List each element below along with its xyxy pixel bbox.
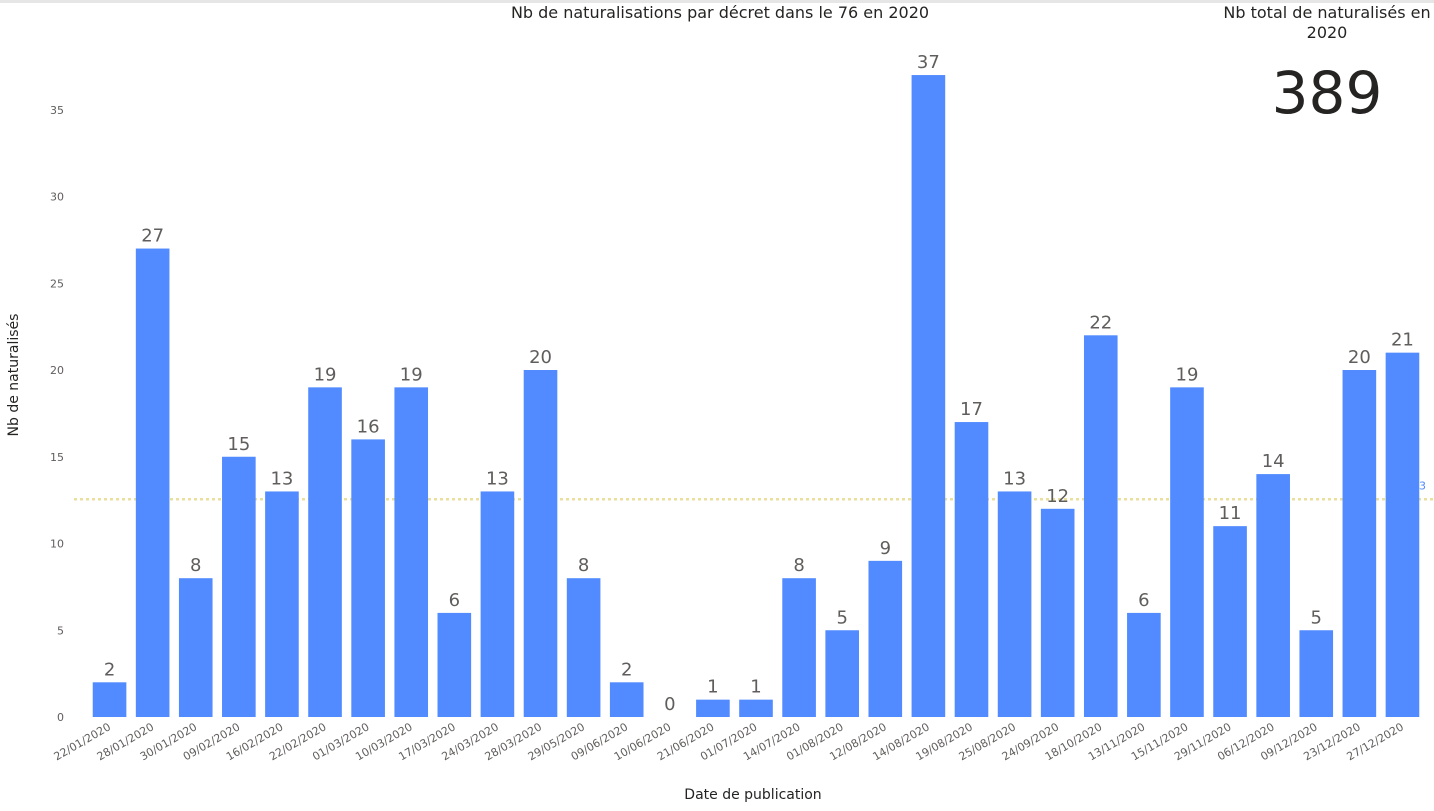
bar [696, 699, 730, 717]
data-label: 19 [314, 364, 337, 385]
data-label: 1 [707, 677, 718, 698]
data-label: 19 [1176, 364, 1199, 385]
y-tick-label: 10 [50, 538, 64, 551]
data-label: 20 [1348, 347, 1371, 368]
bar [1170, 387, 1204, 717]
data-label: 27 [141, 226, 164, 247]
bar [825, 630, 860, 717]
y-tick-label: 5 [57, 624, 64, 637]
data-label: 8 [578, 555, 589, 576]
data-label: 12 [1046, 486, 1069, 507]
bar [1083, 335, 1118, 717]
bar [480, 491, 515, 717]
bar [997, 491, 1032, 717]
bar [911, 75, 946, 718]
bar [868, 560, 903, 717]
data-label: 1 [750, 677, 761, 698]
bar [954, 422, 989, 717]
bar [437, 612, 472, 717]
bar [351, 439, 385, 717]
data-label: 6 [449, 590, 460, 611]
data-label: 21 [1391, 330, 1414, 351]
bar [1127, 612, 1161, 717]
chart-title: Nb de naturalisations par décret dans le… [510, 3, 930, 22]
bar [1040, 508, 1075, 717]
data-label: 9 [880, 538, 891, 559]
bar [1299, 630, 1334, 717]
data-label: 37 [917, 52, 940, 73]
x-axis-label: Date de publication [684, 787, 822, 803]
data-label: 13 [486, 468, 509, 489]
data-label: 20 [529, 347, 552, 368]
y-tick-label: 15 [50, 451, 64, 464]
bar [222, 456, 256, 717]
bar [92, 682, 127, 717]
data-label: 16 [357, 416, 380, 437]
y-tick-label: 20 [50, 364, 64, 377]
bar [609, 682, 644, 717]
bar [308, 387, 342, 717]
bar [394, 387, 429, 717]
data-label: 13 [1003, 468, 1026, 489]
data-label: 14 [1262, 451, 1285, 472]
data-label: 19 [400, 364, 423, 385]
top-rule [0, 0, 1434, 3]
kpi-caption: Nb total de naturalisés en 2020 [1223, 3, 1431, 42]
bar [135, 248, 170, 718]
bar [1342, 370, 1377, 717]
bar [178, 578, 213, 717]
data-label: 0 [664, 694, 675, 715]
data-label: 6 [1138, 590, 1149, 611]
data-label: 2 [621, 659, 632, 680]
bar [782, 578, 816, 717]
bar [566, 578, 601, 717]
kpi-value: 389 [1271, 59, 1383, 127]
bar [523, 370, 558, 717]
data-label: 5 [836, 607, 847, 628]
data-label: 17 [960, 399, 983, 420]
y-tick-label: 35 [50, 104, 64, 117]
y-tick-label: 0 [57, 711, 64, 724]
data-label: 8 [793, 555, 804, 576]
data-label: 11 [1219, 503, 1242, 524]
data-label: 22 [1089, 312, 1112, 333]
data-label: 8 [190, 555, 201, 576]
data-label: 2 [104, 659, 115, 680]
data-label: 5 [1311, 607, 1322, 628]
y-axis-label: Nb de naturalisés [6, 313, 22, 437]
bar [1256, 474, 1290, 717]
y-tick-label: 30 [50, 191, 64, 204]
bar [265, 491, 299, 717]
data-label: 15 [227, 434, 250, 455]
bar [1213, 526, 1247, 717]
data-label: 13 [270, 468, 293, 489]
y-tick-label: 25 [50, 277, 64, 290]
bar [1385, 352, 1420, 717]
bar [739, 699, 773, 717]
